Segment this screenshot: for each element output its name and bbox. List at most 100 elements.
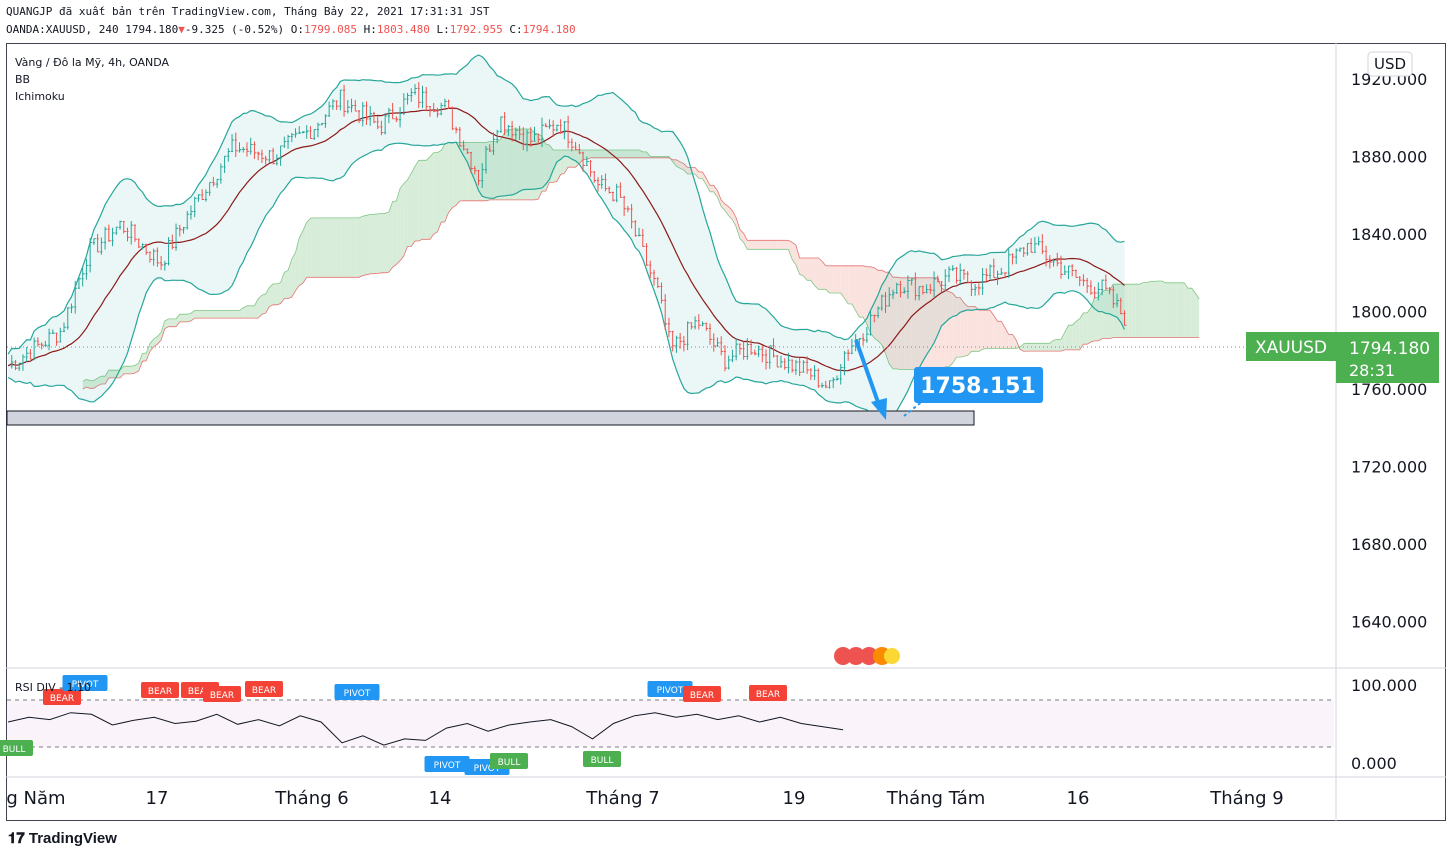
price-tick-3: 1800.000 (1351, 302, 1427, 321)
price-tag-value: 1794.180 (1349, 339, 1430, 359)
cloud-segment (1109, 284, 1114, 339)
cloud-segment (810, 257, 815, 286)
bb-fill (8, 55, 1125, 420)
signal-label: BULL (591, 756, 614, 766)
cloud-segment (1195, 293, 1200, 338)
cloud-segment (359, 216, 363, 278)
cloud-segment (101, 376, 106, 384)
cloud-segment (209, 310, 214, 319)
cloud-segment (1165, 282, 1170, 338)
cloud-segment (138, 353, 143, 371)
time-tick-4: Tháng 7 (585, 788, 659, 809)
cloud-segment (751, 240, 755, 250)
time-tick-0: g Năm (6, 788, 65, 809)
signal-badge (424, 756, 470, 772)
cloud-segment (362, 215, 367, 276)
signal-pivot: PIVOT (647, 681, 693, 697)
cloud-segment (541, 136, 546, 192)
time-axis[interactable]: g Năm 17 Tháng 6 14 Tháng 7 19 Tháng Tám 16 Thán… (6, 788, 1283, 809)
cloud-segment (471, 142, 475, 201)
cloud-segment (807, 257, 811, 281)
cloud-segment (373, 213, 378, 274)
cloud-segment (631, 150, 636, 158)
cloud-segment (743, 233, 748, 250)
signal-label: BEAR (252, 686, 276, 696)
event-flag-icon[interactable] (884, 648, 900, 664)
cloud-segment (911, 277, 916, 370)
cloud-segment (392, 200, 397, 268)
target-arrow[interactable] (854, 339, 881, 406)
cloud-segment (426, 156, 430, 240)
cloud-segment (205, 310, 210, 319)
cloud-segment (441, 144, 445, 223)
cloud-segment (769, 240, 774, 250)
published-line: QUANGJP đã xuất bản trên TradingView.com… (6, 5, 490, 18)
signal-badge (683, 686, 721, 702)
signal-badge (647, 681, 693, 697)
signal-label: PIVOT (344, 689, 371, 699)
cloud-segment (978, 310, 983, 352)
cloud-segment (340, 217, 345, 278)
cloud-segment (269, 283, 274, 307)
support-zone[interactable] (6, 410, 975, 426)
price-tag (1336, 332, 1439, 383)
cloud-segment (403, 179, 408, 256)
signal-label: BEAR (148, 687, 172, 697)
bollinger-bands (7, 54, 1126, 421)
legend-title: Vàng / Đô la Mỹ, 4h, OANDA (15, 56, 170, 69)
signal-badge (583, 751, 621, 767)
cloud-segment (415, 160, 419, 241)
price-axis[interactable]: 1920.0001880.0001840.0001800.0001760.000… (1351, 70, 1427, 631)
price-tick-4: 1760.000 (1351, 380, 1427, 399)
target-callout[interactable] (914, 367, 1043, 403)
cloud-segment (86, 379, 91, 389)
cloud-segment (243, 305, 247, 319)
cloud-segment (620, 150, 625, 158)
brand-logo[interactable]: 𝟏𝟕 TradingView (8, 830, 117, 847)
cloud-segment (429, 152, 434, 240)
cloud-segment (332, 217, 337, 278)
cloud-segment (825, 265, 830, 293)
cloud-segment (822, 261, 826, 290)
open-value: 1799.085 (304, 23, 358, 36)
cloud-segment (321, 217, 326, 278)
cloud-segment (127, 366, 132, 374)
cloud-segment (710, 185, 714, 192)
cloud-segment (228, 310, 233, 319)
event-flag-icon[interactable] (847, 647, 865, 665)
cloud-segment (892, 277, 897, 369)
event-flag-icon[interactable] (834, 647, 852, 665)
event-flags[interactable] (834, 647, 900, 665)
cloud-segment (273, 283, 277, 305)
cloud-segment (780, 240, 785, 250)
candles (10, 82, 1127, 389)
cloud-segment (1053, 339, 1058, 352)
cloud-segment (948, 291, 953, 367)
time-tick-7: 16 (1067, 788, 1090, 809)
cloud-segment (1102, 290, 1106, 339)
cloud-segment (881, 270, 886, 354)
cloud-segment (239, 307, 244, 319)
cloud-segment (90, 380, 94, 389)
cloud-segment (788, 240, 793, 260)
cloud-segment (937, 277, 942, 379)
currency-button[interactable] (1367, 51, 1413, 77)
cloud-segment (93, 378, 98, 389)
tv-logo-icon: 𝟏𝟕 (8, 830, 25, 847)
cloud-segment (687, 167, 692, 175)
cloud-segment (157, 332, 162, 345)
signal-badge (490, 753, 528, 769)
price-tick-2: 1840.000 (1351, 225, 1427, 244)
down-arrow-icon: ▼ (178, 23, 185, 36)
signal-label: PIVOT (474, 764, 501, 774)
cloud-segment (276, 282, 281, 305)
cloud-segment (1150, 281, 1155, 338)
chart-frame (6, 43, 1446, 821)
cloud-segment (317, 217, 322, 278)
cloud-segment (1061, 332, 1065, 352)
cloud-segment (680, 161, 684, 171)
cloud-segment (1083, 312, 1088, 345)
event-flag-icon[interactable] (860, 647, 878, 665)
cloud-segment (907, 277, 912, 370)
